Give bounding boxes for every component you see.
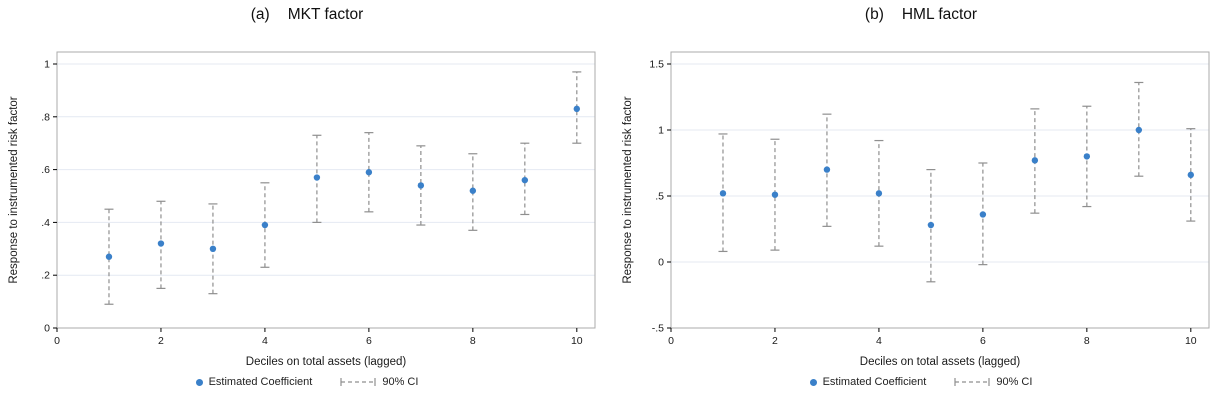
y-tick-label: .8 bbox=[41, 111, 50, 123]
panel-title: HML factor bbox=[901, 6, 978, 23]
data-point bbox=[1083, 153, 1091, 160]
data-point bbox=[1187, 171, 1195, 179]
y-tick-label: 0 bbox=[658, 257, 664, 269]
y-tick-label: .2 bbox=[41, 270, 50, 282]
x-tick-label: 0 bbox=[668, 335, 674, 347]
data-point bbox=[157, 240, 165, 247]
y-tick-label: 1 bbox=[658, 125, 664, 137]
data-point bbox=[365, 169, 373, 176]
data-points bbox=[719, 126, 1195, 229]
plot-box bbox=[670, 51, 1210, 329]
y-tick-label: 1 bbox=[44, 59, 50, 71]
y-tick-label: .5 bbox=[655, 191, 664, 203]
y-tick-label: .6 bbox=[41, 164, 50, 176]
legend-label-ci: 90% CI bbox=[996, 376, 1033, 388]
data-point bbox=[875, 190, 883, 197]
y-tick-label: 1.5 bbox=[649, 59, 664, 71]
chart-canvas: -.5 0 .5 1 1.5 0 2 4 6 8 10 Deciles on total assets… bbox=[622, 51, 1210, 368]
plot-area-mkt: 0.2.4.6.8 1 0 2 4 6 8 10 Deciles on total assets… bbox=[5, 44, 609, 374]
plot-box bbox=[56, 51, 596, 329]
y-tick-label: 0 bbox=[44, 323, 50, 335]
y-axis-label: Response to instrumented risk factor bbox=[8, 96, 20, 283]
x-axis: 0 2 4 6 8 10 bbox=[668, 328, 1197, 347]
data-point bbox=[573, 105, 581, 113]
legend-item-coefficient: Estimated Coefficient bbox=[809, 376, 927, 388]
x-tick-label: 2 bbox=[158, 335, 164, 347]
y-tick-label: -.5 bbox=[652, 323, 664, 335]
data-point bbox=[105, 253, 113, 260]
y-axis-label: Response to instrumented risk factor bbox=[622, 96, 634, 283]
legend-item-ci: 90% CI bbox=[954, 376, 1032, 388]
data-point bbox=[979, 211, 987, 218]
x-tick-label: 0 bbox=[54, 335, 60, 347]
legend-label-coefficient: Estimated Coefficient bbox=[208, 376, 313, 388]
data-point bbox=[209, 245, 217, 252]
x-tick-label: 10 bbox=[571, 335, 583, 347]
data-point bbox=[1031, 157, 1039, 164]
legend-mkt: Estimated Coefficient 90% CI bbox=[195, 376, 418, 388]
x-axis-label: Deciles on total assets (lagged) bbox=[860, 356, 1021, 368]
legend-item-coefficient: Estimated Coefficient bbox=[195, 376, 313, 388]
y-tick-label: .4 bbox=[41, 217, 50, 229]
panel-label: (a) bbox=[250, 6, 270, 23]
data-point bbox=[927, 221, 935, 229]
confidence-intervals bbox=[104, 71, 582, 305]
legend-item-ci: 90% CI bbox=[340, 376, 418, 388]
x-tick-label: 8 bbox=[470, 335, 476, 347]
coefficient-dot-icon bbox=[809, 378, 817, 386]
x-tick-label: 8 bbox=[1084, 335, 1090, 347]
x-tick-label: 2 bbox=[772, 335, 778, 347]
x-axis: 0 2 4 6 8 10 bbox=[54, 328, 583, 347]
gridlines bbox=[57, 63, 595, 329]
data-point bbox=[261, 221, 269, 229]
x-tick-label: 4 bbox=[262, 335, 268, 347]
confidence-intervals bbox=[718, 81, 1196, 283]
panel-label: (b) bbox=[864, 6, 884, 23]
data-points bbox=[105, 105, 581, 260]
data-point bbox=[417, 182, 425, 189]
data-point bbox=[313, 174, 321, 181]
x-tick-label: 4 bbox=[876, 335, 882, 347]
y-axis: 0 .2 .4 .6 .8 1 bbox=[41, 59, 57, 335]
coefficient-dot-icon bbox=[195, 378, 203, 386]
legend-label-coefficient: Estimated Coefficient bbox=[822, 376, 927, 388]
gridlines bbox=[671, 63, 1209, 329]
x-tick-label: 6 bbox=[980, 335, 986, 347]
x-tick-label: 10 bbox=[1185, 335, 1197, 347]
data-point bbox=[469, 187, 477, 194]
chart-title-mkt: (a) MKT factor bbox=[251, 6, 363, 24]
chart-title-hml: (b) HML factor bbox=[865, 6, 977, 24]
legend-label-ci: 90% CI bbox=[382, 376, 419, 388]
data-point bbox=[823, 166, 831, 173]
chart-panel-hml: (b) HML factor -.5 0 .5 1 1.5 0 2 4 6 8 10 Deciles … bbox=[614, 0, 1228, 417]
y-axis: -.5 0 .5 1 1.5 bbox=[649, 59, 671, 335]
ci-whisker-icon bbox=[954, 377, 990, 387]
panel-title: MKT factor bbox=[287, 6, 364, 23]
x-axis-label: Deciles on total assets (lagged) bbox=[246, 356, 407, 368]
data-point bbox=[1135, 126, 1143, 134]
x-tick-label: 6 bbox=[366, 335, 372, 347]
chart-panel-mkt: (a) MKT factor 0.2.4.6.8 1 0 2 4 6 8 10 Deciles … bbox=[5, 6, 609, 388]
data-point bbox=[771, 191, 779, 198]
legend-hml: Estimated Coefficient 90% CI bbox=[809, 376, 1032, 388]
plot-area-hml: -.5 0 .5 1 1.5 0 2 4 6 8 10 Deciles on total assets… bbox=[619, 44, 1223, 374]
ci-whisker-icon bbox=[340, 377, 376, 387]
data-point bbox=[521, 176, 529, 184]
data-point bbox=[719, 190, 727, 197]
